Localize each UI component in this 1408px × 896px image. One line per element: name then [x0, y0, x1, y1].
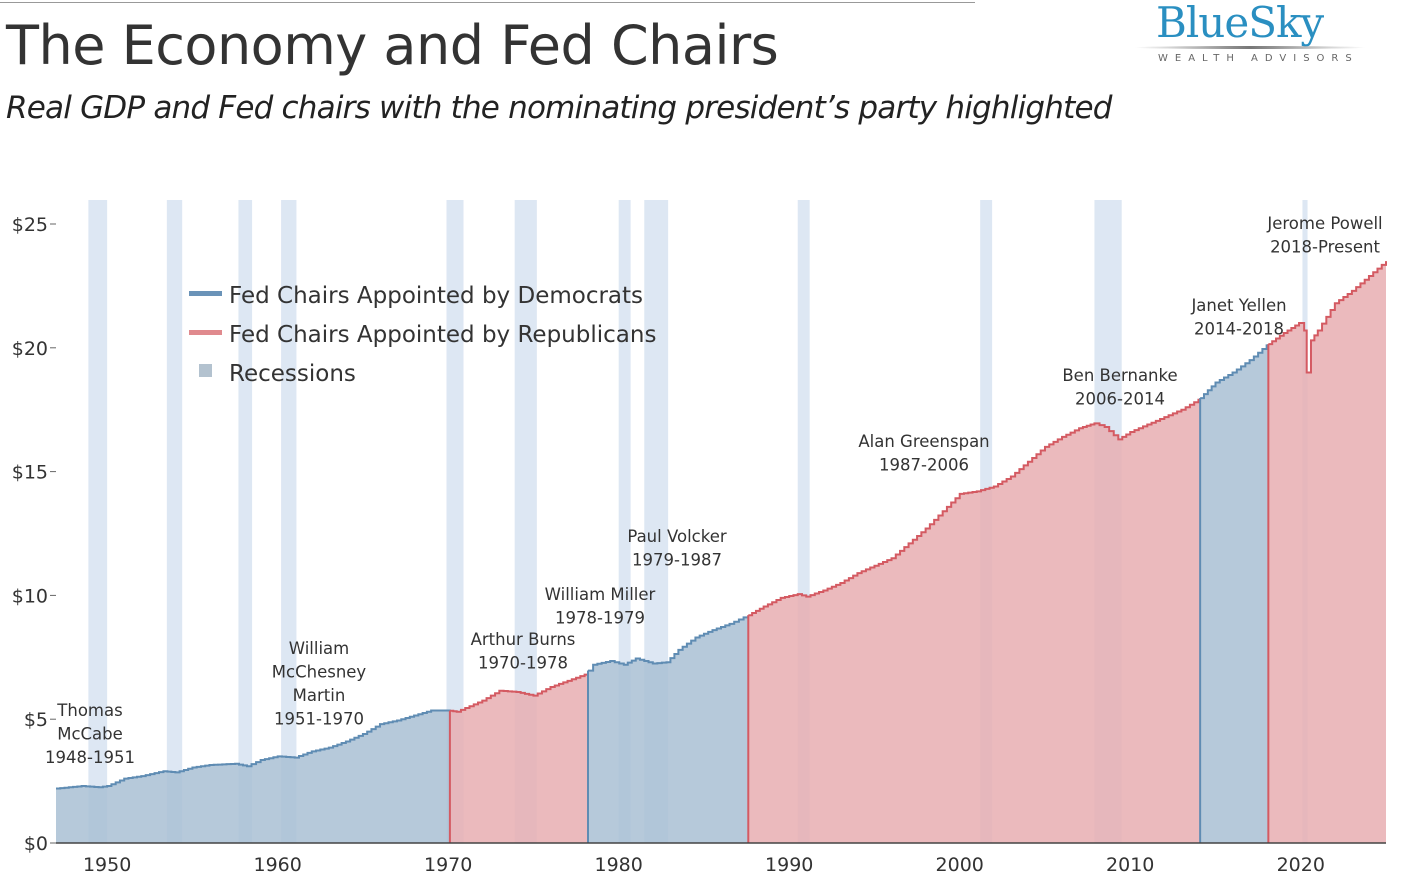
republican-gdp-line: [1268, 261, 1387, 374]
chair-annotation: 1951-1970: [274, 710, 364, 729]
democrat-gdp-line: [1200, 344, 1270, 400]
republican-period-area: [748, 398, 1201, 843]
y-tick-label: $20: [12, 338, 48, 360]
legend-swatch: [189, 291, 222, 296]
chair-annotation: Jerome Powell: [1266, 214, 1382, 233]
page-subtitle: Real GDP and Fed chairs with the nominat…: [6, 90, 1112, 126]
x-tick-label: 1980: [595, 854, 643, 876]
logo-tagline: WEALTH ADVISORS: [1158, 53, 1359, 64]
chair-annotation: 2006-2014: [1075, 390, 1165, 409]
recession-band: [238, 200, 253, 843]
chair-annotation: 1979-1987: [632, 551, 722, 570]
republican-gdp-line: [449, 670, 589, 713]
chair-annotation: 2018-Present: [1270, 238, 1380, 257]
republican-period-area: [449, 670, 588, 843]
logo-wordmark: BlueSky: [1156, 0, 1324, 47]
recession-band: [88, 200, 108, 843]
chair-annotation: 2014-2018: [1194, 320, 1284, 339]
recession-band: [166, 200, 183, 843]
chair-annotation: McChesney: [272, 663, 367, 682]
top-rule: [0, 2, 975, 3]
recession-band: [446, 200, 464, 843]
democrat-period-area: [588, 615, 749, 843]
y-tick-label: $5: [24, 709, 48, 731]
chair-annotation: McCabe: [57, 725, 123, 744]
recession-band: [797, 200, 810, 843]
democrat-gdp-line: [588, 615, 750, 672]
recession-band: [281, 200, 297, 843]
y-tick-label: $15: [12, 462, 48, 484]
chair-annotation: Ben Bernanke: [1062, 366, 1177, 385]
logo-swoosh: [1134, 46, 1366, 49]
chair-annotation: Paul Volcker: [627, 527, 726, 546]
recession-band: [514, 200, 537, 843]
democrat-period-area: [1200, 344, 1269, 843]
y-tick-label: $10: [12, 585, 48, 607]
republican-period-area: [1268, 261, 1386, 843]
bluesky-logo: BlueSky WEALTH ADVISORS: [1132, 0, 1368, 70]
y-tick-label: $25: [12, 214, 48, 236]
y-tick-label: $0: [24, 833, 48, 855]
chair-annotation: Martin: [293, 686, 346, 705]
chair-annotation: 1948-1951: [45, 748, 135, 767]
chair-annotation: Thomas: [56, 701, 122, 720]
legend-label: Recessions: [229, 361, 356, 387]
democrat-period-area: [56, 710, 450, 843]
chair-annotation: 1987-2006: [879, 456, 969, 475]
democrat-gdp-line: [56, 709, 451, 790]
legend-label: Fed Chairs Appointed by Democrats: [229, 283, 643, 309]
x-tick-label: 1990: [765, 854, 813, 876]
chair-annotation: William: [289, 639, 349, 658]
chair-annotation: Alan Greenspan: [858, 432, 989, 451]
page-title: The Economy and Fed Chairs: [6, 14, 779, 77]
x-tick-label: 2020: [1277, 854, 1325, 876]
chair-annotation: William Miller: [545, 585, 656, 604]
chair-annotation: 1978-1979: [555, 609, 645, 628]
legend-label: Fed Chairs Appointed by Republicans: [229, 322, 656, 348]
x-tick-label: 1960: [253, 854, 301, 876]
legend-swatch: [189, 330, 222, 335]
republican-gdp-line: [748, 398, 1202, 617]
x-tick-label: 1950: [83, 854, 131, 876]
chair-annotation: Arthur Burns: [471, 630, 576, 649]
x-tick-label: 2010: [1106, 854, 1154, 876]
recession-band: [618, 200, 631, 843]
x-tick-label: 1970: [424, 854, 472, 876]
x-tick-label: 2000: [936, 854, 984, 876]
legend-swatch: [199, 364, 212, 377]
chair-annotation: 1970-1978: [478, 654, 568, 673]
chair-annotation: Janet Yellen: [1190, 296, 1286, 315]
